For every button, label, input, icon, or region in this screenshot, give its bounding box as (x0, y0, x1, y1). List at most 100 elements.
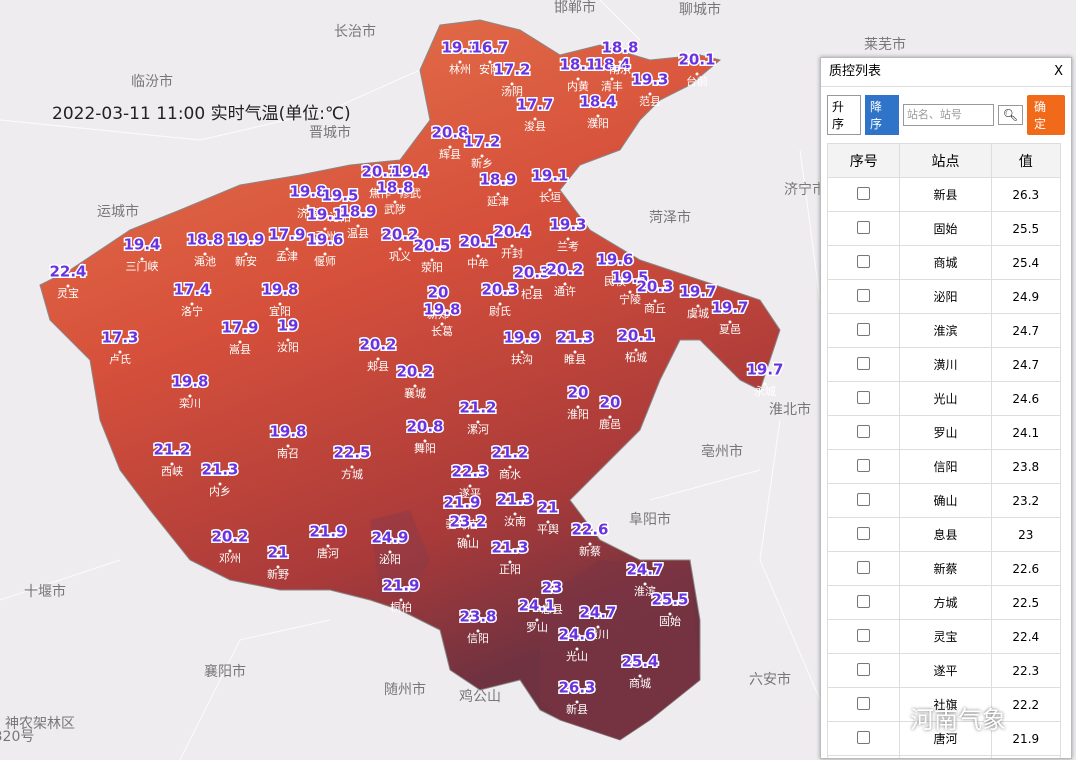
checkbox[interactable] (857, 560, 871, 574)
checkbox[interactable] (857, 526, 871, 540)
panel-title: 质控列表 (829, 64, 882, 79)
station-name: 中牟 (467, 256, 489, 270)
station-value: 24.1 (518, 597, 555, 615)
station-name: 柘城 (625, 350, 647, 364)
checkbox[interactable] (857, 594, 871, 608)
station-name: 洛宁 (181, 304, 203, 318)
table-row: 固始 25.5 (826, 211, 1062, 246)
row-check[interactable] (826, 653, 901, 688)
checkbox[interactable] (857, 186, 871, 200)
row-check[interactable] (826, 313, 901, 348)
row-check[interactable] (826, 483, 901, 518)
station-dot (460, 515, 464, 519)
confirm-button[interactable]: 确定 (1027, 95, 1065, 135)
asc-button[interactable]: 升序 (827, 95, 861, 135)
station-name: 南召 (277, 447, 299, 460)
station-dot (588, 542, 592, 546)
station-value: 17.9 (268, 226, 305, 244)
checkbox[interactable] (857, 662, 871, 676)
station-name: 延津 (487, 195, 509, 208)
station-value: 20.2 (381, 226, 418, 244)
station-dot (510, 244, 514, 248)
station-value: 21.2 (491, 444, 528, 462)
close-button[interactable]: X (1054, 64, 1063, 79)
station-name: 渑池 (194, 255, 216, 268)
row-check[interactable] (826, 347, 901, 382)
table-row: 新县 26.3 (826, 177, 1062, 212)
cell-station: 商城 (899, 245, 992, 280)
row-check[interactable] (826, 585, 901, 620)
table-row: 潢川 24.7 (826, 347, 1062, 382)
station-name: 汤阴 (501, 84, 523, 98)
station-value: 20.1 (459, 233, 496, 251)
station-dot (170, 462, 174, 466)
search-icon[interactable]: 🔍︎ (997, 105, 1024, 125)
station-value: 24.7 (626, 561, 663, 579)
station-dot (513, 512, 517, 516)
row-check[interactable] (826, 211, 901, 246)
desc-button[interactable]: 降序 (864, 95, 899, 135)
checkbox[interactable] (857, 424, 871, 438)
station-value: 21.3 (491, 539, 528, 557)
station-dot (413, 384, 417, 388)
row-check[interactable] (826, 415, 901, 450)
row-check[interactable] (826, 551, 901, 586)
cell-value: 23.2 (990, 483, 1062, 518)
station-dot (508, 465, 512, 469)
checkbox[interactable] (857, 322, 871, 336)
checkbox[interactable] (857, 458, 871, 472)
checkbox[interactable] (857, 628, 871, 642)
station-dot (244, 252, 248, 256)
station-name: 汝阳 (277, 340, 299, 354)
row-check[interactable] (826, 755, 901, 758)
station-value: 19.8 (269, 423, 306, 441)
station-name: 襄城 (404, 386, 426, 400)
checkbox[interactable] (857, 390, 871, 404)
row-check[interactable] (826, 721, 901, 756)
checkbox[interactable] (857, 492, 871, 506)
station-dot (440, 322, 444, 326)
station-name: 新安 (235, 254, 257, 268)
checkbox[interactable] (857, 696, 871, 710)
station-name: 嵩县 (229, 343, 251, 356)
station-value: 19 (278, 317, 299, 335)
station-dot (285, 247, 289, 251)
station-dot (563, 282, 567, 286)
province (39, 19, 781, 741)
checkbox[interactable] (857, 220, 871, 234)
checkbox[interactable] (857, 730, 871, 744)
station-dot (610, 77, 614, 81)
cell-station: 灵宝 (899, 619, 992, 654)
row-check[interactable] (826, 245, 901, 280)
row-check[interactable] (826, 279, 901, 314)
station-value: 19.5 (611, 269, 648, 287)
station-dot (448, 145, 452, 149)
station-name: 内乡 (209, 484, 231, 498)
station-name: 确山 (457, 537, 479, 550)
station-name: 信阳 (467, 632, 489, 645)
row-check[interactable] (826, 687, 901, 722)
city-label: 六安市 (749, 671, 791, 688)
table-row: 光山 24.6 (826, 381, 1062, 416)
checkbox[interactable] (857, 254, 871, 268)
station-value: 18.8 (601, 39, 638, 57)
station-value: 19.1 (441, 39, 478, 57)
city-label: 晋城市 (309, 124, 351, 141)
station-name: 孟津 (276, 250, 298, 263)
station-value: 20.2 (211, 528, 248, 546)
station-dot (399, 598, 403, 602)
row-check[interactable] (826, 619, 901, 654)
checkbox[interactable] (857, 356, 871, 370)
search-input[interactable]: 站名、站号 (902, 104, 994, 126)
station-dot (338, 208, 342, 212)
cell-station: 确山 (899, 483, 992, 518)
city-label: 随州市 (384, 681, 426, 698)
station-value: 20.2 (546, 261, 583, 279)
row-check[interactable] (826, 449, 901, 484)
station-name: 通许 (554, 285, 576, 298)
checkbox[interactable] (857, 288, 871, 302)
row-check[interactable] (826, 381, 901, 416)
row-check[interactable] (826, 517, 901, 552)
row-check[interactable] (826, 177, 901, 212)
station-value: 17.9 (221, 319, 258, 337)
